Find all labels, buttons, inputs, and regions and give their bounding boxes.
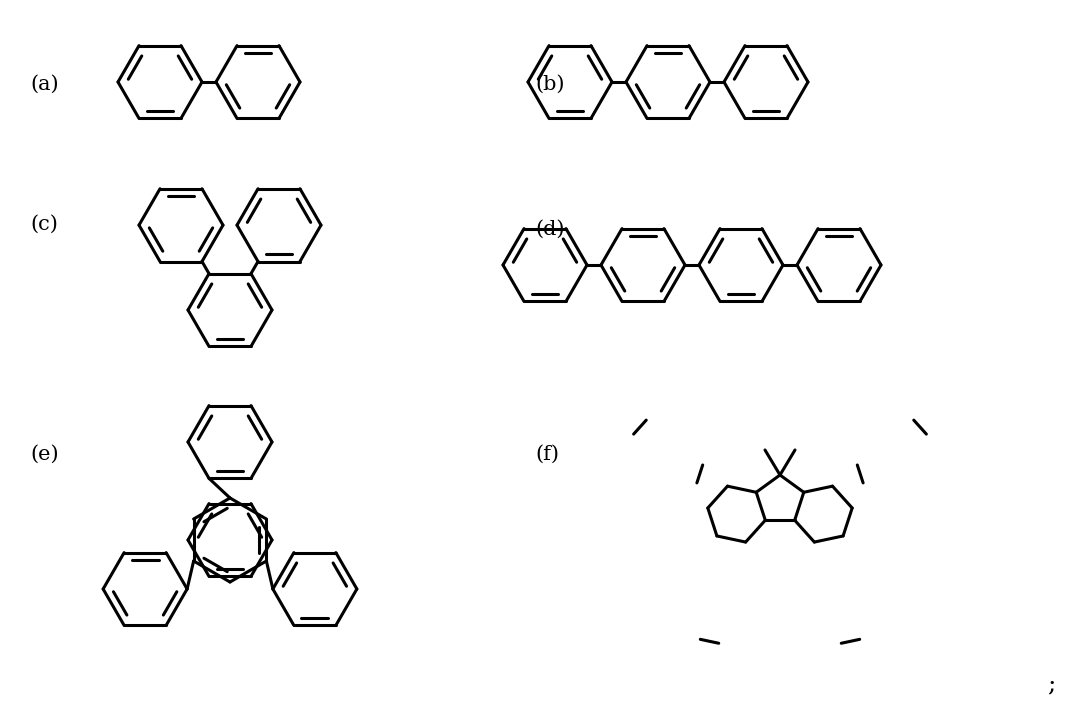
Text: (b): (b) [535, 75, 565, 94]
Text: (e): (e) [30, 445, 59, 464]
Text: (f): (f) [535, 445, 559, 464]
Text: (c): (c) [30, 215, 58, 234]
Text: (d): (d) [535, 220, 565, 239]
Text: ;: ; [1046, 672, 1055, 695]
Text: (a): (a) [30, 75, 59, 94]
